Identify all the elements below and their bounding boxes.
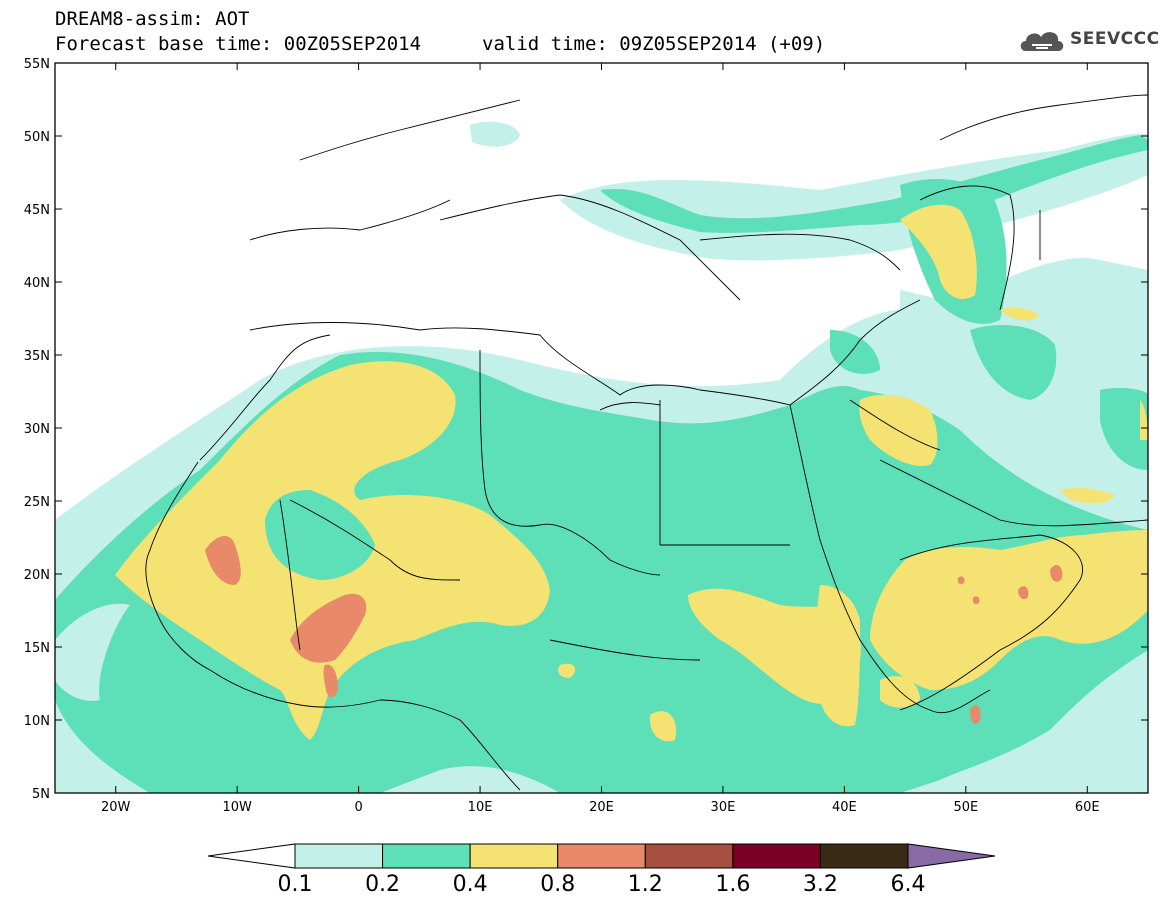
colorbar-level-label: 0.4 — [452, 872, 488, 897]
valid-time: valid time: 09Z05SEP2014 (+09) — [482, 33, 826, 55]
lat-tick-label: 25N — [24, 495, 50, 510]
lat-tick-label: 40N — [24, 276, 50, 291]
colorbar-level-label: 6.4 — [890, 872, 926, 897]
lon-tick-label: 60E — [1075, 800, 1100, 815]
lat-tick-label: 50N — [24, 130, 50, 145]
colorbar-swatch — [382, 843, 471, 869]
colorbar — [207, 843, 996, 869]
colorbar-level-label: 3.2 — [802, 872, 838, 897]
lon-tick-label: 10W — [222, 800, 252, 815]
colorbar-swatch — [469, 843, 559, 869]
lon-tick-label: 10E — [468, 800, 493, 815]
cloud-icon — [1020, 32, 1064, 51]
lat-tick-label: 10N — [24, 714, 50, 729]
coastlines — [145, 94, 1148, 791]
lon-tick-label: 0 — [354, 800, 362, 815]
seevccc-logo: SEEVCCC — [1018, 22, 1160, 56]
colorbar-labels: 0.1 0.2 0.4 0.8 1.2 1.6 3.2 6.4 — [0, 872, 1165, 897]
colorbar-level-label: 0.1 — [277, 872, 313, 897]
aot-contours — [55, 63, 1148, 793]
lon-tick-label: 50E — [953, 800, 978, 815]
forecast-base-time: Forecast base time: 00Z05SEP2014 — [55, 33, 422, 55]
lon-tick-label: 20E — [589, 800, 614, 815]
longitude-axis: 20W 10W 0 10E 20E 30E 40E 50E 60E — [101, 63, 1100, 815]
colorbar-level-label: 0.8 — [540, 872, 576, 897]
lon-tick-label: 30E — [711, 800, 736, 815]
colorbar-level-label: 0.2 — [365, 872, 401, 897]
logo-text: SEEVCCC — [1070, 29, 1160, 49]
colorbar-under-arrow — [207, 843, 296, 869]
colorbar-level-label: 1.6 — [715, 872, 751, 897]
lat-tick-label: 30N — [24, 422, 50, 437]
colorbar-swatch — [644, 843, 734, 869]
lat-tick-label: 45N — [24, 203, 50, 218]
colorbar-swatch — [557, 843, 646, 869]
colorbar-swatch — [732, 843, 821, 869]
lat-tick-label: 55N — [24, 57, 50, 72]
lon-tick-label: 40E — [832, 800, 857, 815]
colorbar-swatch — [294, 843, 384, 869]
colorbar-level-label: 1.2 — [627, 872, 663, 897]
latitude-axis: 55N 50N 45N 40N 35N 30N 25N 20N 15N 10N 5N — [24, 57, 1148, 802]
lon-tick-label: 20W — [101, 800, 131, 815]
colorbar-swatch — [819, 843, 909, 869]
aot-level-0.8 — [205, 535, 1063, 725]
lat-tick-label: 15N — [24, 641, 50, 656]
lat-tick-label: 20N — [24, 568, 50, 583]
lat-tick-label: 5N — [32, 787, 50, 802]
lat-tick-label: 35N — [24, 349, 50, 364]
colorbar-over-arrow — [907, 843, 996, 869]
map-title: DREAM8-assim: AOT — [55, 8, 250, 30]
